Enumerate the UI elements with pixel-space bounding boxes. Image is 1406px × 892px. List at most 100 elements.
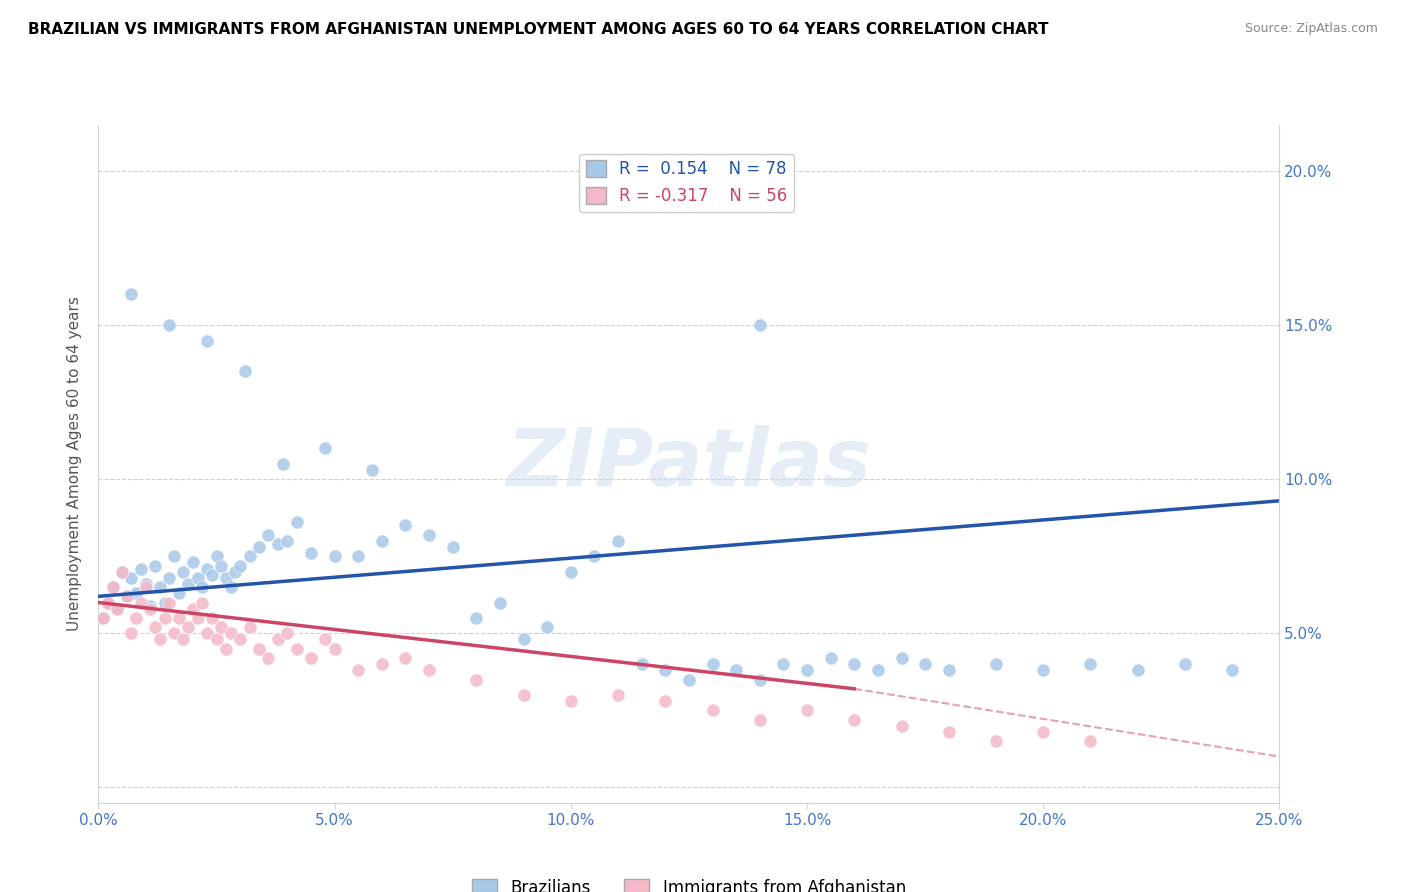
Point	[229, 558, 252, 573]
Point	[101, 580, 124, 594]
Point	[181, 601, 204, 615]
Text: BRAZILIAN VS IMMIGRANTS FROM AFGHANISTAN UNEMPLOYMENT AMONG AGES 60 TO 64 YEARS : BRAZILIAN VS IMMIGRANTS FROM AFGHANISTAN…	[28, 22, 1049, 37]
Point	[1126, 663, 1149, 677]
Point	[512, 688, 534, 702]
Point	[276, 533, 298, 548]
Point	[167, 611, 190, 625]
Point	[229, 632, 252, 647]
Point	[149, 580, 172, 594]
Point	[157, 571, 180, 585]
Point	[1174, 657, 1197, 672]
Text: ZIPatlas: ZIPatlas	[506, 425, 872, 503]
Point	[465, 673, 488, 687]
Point	[239, 549, 262, 564]
Point	[257, 527, 280, 541]
Point	[465, 611, 488, 625]
Point	[371, 657, 394, 672]
Point	[97, 595, 120, 609]
Point	[143, 558, 166, 573]
Point	[139, 601, 162, 615]
Point	[143, 620, 166, 634]
Point	[267, 537, 290, 551]
Point	[560, 565, 582, 579]
Point	[177, 577, 200, 591]
Point	[489, 595, 512, 609]
Point	[748, 673, 770, 687]
Point	[191, 595, 214, 609]
Point	[441, 540, 464, 554]
Point	[844, 713, 866, 727]
Point	[1032, 725, 1054, 739]
Point	[984, 734, 1007, 748]
Point	[748, 713, 770, 727]
Point	[163, 549, 186, 564]
Point	[702, 703, 724, 717]
Point	[135, 577, 157, 591]
Point	[91, 611, 114, 625]
Point	[654, 694, 676, 708]
Point	[890, 719, 912, 733]
Point	[157, 595, 180, 609]
Point	[219, 580, 242, 594]
Point	[163, 626, 186, 640]
Point	[1032, 663, 1054, 677]
Point	[172, 565, 194, 579]
Point	[201, 567, 224, 582]
Point	[1080, 734, 1102, 748]
Text: Source: ZipAtlas.com: Source: ZipAtlas.com	[1244, 22, 1378, 36]
Point	[914, 657, 936, 672]
Point	[97, 595, 120, 609]
Point	[181, 556, 204, 570]
Point	[177, 620, 200, 634]
Point	[276, 626, 298, 640]
Point	[257, 651, 280, 665]
Point	[195, 334, 218, 348]
Point	[105, 601, 128, 615]
Point	[725, 663, 748, 677]
Point	[209, 620, 232, 634]
Point	[607, 688, 630, 702]
Point	[323, 549, 346, 564]
Point	[187, 571, 209, 585]
Point	[157, 318, 180, 333]
Point	[121, 287, 143, 301]
Point	[247, 540, 270, 554]
Point	[285, 641, 308, 656]
Point	[125, 586, 148, 600]
Point	[187, 611, 209, 625]
Point	[205, 549, 228, 564]
Point	[224, 565, 246, 579]
Point	[371, 533, 394, 548]
Point	[111, 565, 134, 579]
Point	[748, 318, 770, 333]
Point	[323, 641, 346, 656]
Point	[418, 527, 440, 541]
Point	[1080, 657, 1102, 672]
Point	[215, 571, 238, 585]
Point	[135, 580, 157, 594]
Point	[209, 558, 232, 573]
Point	[195, 626, 218, 640]
Point	[267, 632, 290, 647]
Point	[299, 651, 322, 665]
Point	[129, 595, 152, 609]
Point	[153, 611, 176, 625]
Point	[205, 632, 228, 647]
Point	[121, 571, 143, 585]
Legend: Brazilians, Immigrants from Afghanistan: Brazilians, Immigrants from Afghanistan	[465, 872, 912, 892]
Point	[215, 641, 238, 656]
Point	[418, 663, 440, 677]
Point	[844, 657, 866, 672]
Point	[247, 641, 270, 656]
Point	[91, 611, 114, 625]
Point	[984, 657, 1007, 672]
Point	[796, 703, 818, 717]
Point	[167, 586, 190, 600]
Point	[361, 463, 384, 477]
Point	[121, 626, 143, 640]
Point	[772, 657, 794, 672]
Point	[866, 663, 889, 677]
Point	[678, 673, 700, 687]
Point	[115, 590, 138, 604]
Point	[172, 632, 194, 647]
